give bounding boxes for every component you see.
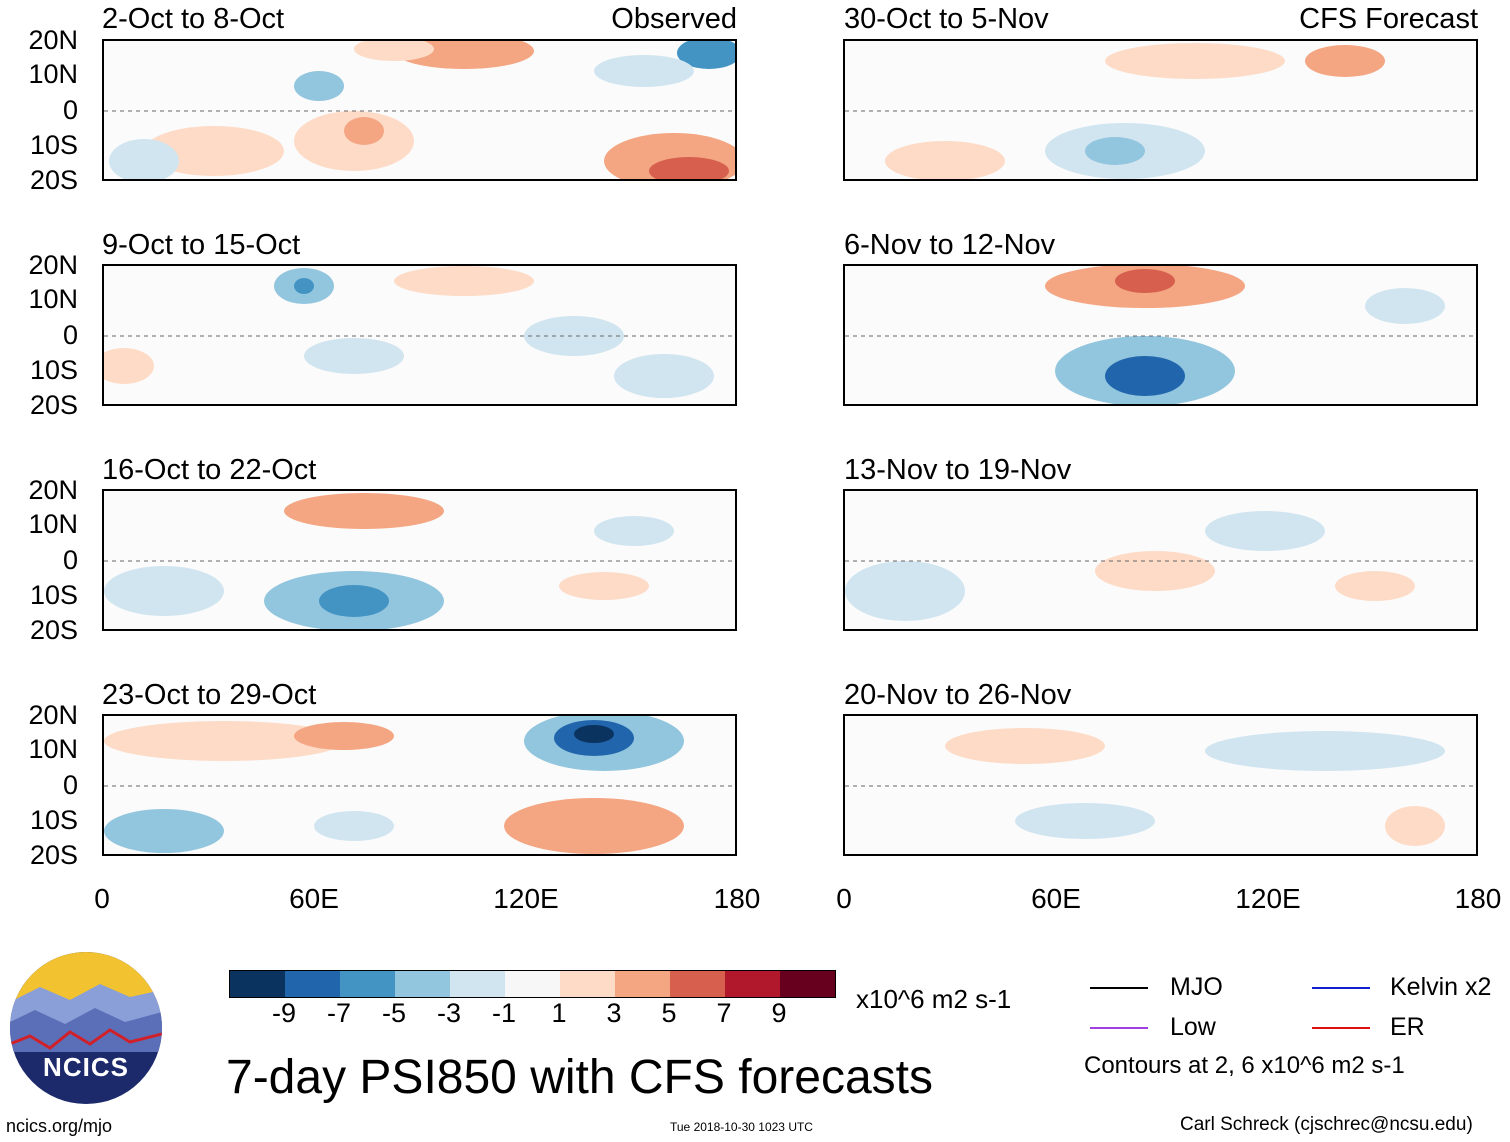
map-panel-fcst-2 [843, 264, 1478, 406]
y-tick-0: 0 [62, 95, 78, 125]
x-tick-180: 180 [1454, 883, 1502, 914]
y-tick-10n: 10N [28, 509, 78, 539]
y-tick-20n: 20N [28, 25, 78, 55]
colorbar-label: -3 [436, 998, 461, 1028]
y-tick-20s: 20S [29, 390, 78, 420]
map-field [104, 493, 735, 629]
colorbar-swatch-0 [230, 971, 285, 997]
x-tick-180: 180 [713, 883, 761, 914]
y-tick-10s: 10S [29, 580, 78, 610]
map-panel-obs-2 [102, 264, 737, 406]
y-tick-20s: 20S [29, 165, 78, 195]
observed-header: Observed [611, 3, 737, 35]
map-panel-fcst-3 [843, 489, 1478, 631]
panel-title-obs-1: 2-Oct to 8-Oct [102, 3, 285, 35]
panel-title-fcst-1: 30-Oct to 5-Nov [844, 3, 1049, 35]
colorbar-label: 3 [606, 998, 622, 1028]
legend-label-kelvin: Kelvin x2 [1390, 973, 1492, 1001]
legend-line-low [1090, 1027, 1148, 1029]
map-field [845, 511, 1476, 621]
colorbar-swatch-3 [395, 971, 450, 997]
x-tick-60e: 60E [1031, 883, 1081, 914]
colorbar [229, 970, 836, 998]
legend-label-er: ER [1390, 1013, 1425, 1041]
x-tick-0: 0 [836, 883, 852, 914]
footer-credit: Carl Schreck (cjschrec@ncsu.edu) [1180, 1114, 1473, 1135]
map-field [104, 41, 735, 179]
colorbar-swatch-8 [670, 971, 725, 997]
colorbar-label: -7 [326, 998, 351, 1028]
ncics-logo: NCICS [10, 952, 162, 1104]
colorbar-units: x10^6 m2 s-1 [856, 984, 1012, 1014]
legend-line-er [1312, 1027, 1370, 1029]
y-tick-20s: 20S [29, 840, 78, 870]
x-tick-0: 0 [94, 883, 110, 914]
logo-text: NCICS [43, 1052, 129, 1082]
colorbar-swatch-5 [505, 971, 560, 997]
map-panel-obs-1 [102, 39, 737, 181]
panel-title-fcst-2: 6-Nov to 12-Nov [844, 229, 1056, 261]
colorbar-swatch-10 [780, 971, 835, 997]
panel-title-obs-3: 16-Oct to 22-Oct [102, 454, 317, 486]
y-tick-0: 0 [62, 320, 78, 350]
forecast-header: CFS Forecast [1299, 3, 1478, 35]
contours-note: Contours at 2, 6 x10^6 m2 s-1 [1084, 1052, 1405, 1079]
map-field [845, 728, 1476, 846]
panel-title-fcst-4: 20-Nov to 26-Nov [844, 679, 1072, 711]
y-tick-20s: 20S [29, 615, 78, 645]
y-tick-0: 0 [62, 770, 78, 800]
figure-title: 7-day PSI850 with CFS forecasts [226, 1051, 933, 1104]
colorbar-swatch-6 [560, 971, 615, 997]
y-tick-10s: 10S [29, 805, 78, 835]
y-tick-20n: 20N [28, 475, 78, 505]
panel-title-obs-4: 23-Oct to 29-Oct [102, 679, 317, 711]
footer-url: ncics.org/mjo [6, 1116, 113, 1136]
x-tick-60e: 60E [289, 883, 339, 914]
colorbar-label: 7 [716, 998, 732, 1028]
map-field [845, 266, 1476, 404]
y-tick-10s: 10S [29, 355, 78, 385]
map-field [104, 266, 735, 398]
y-tick-10n: 10N [28, 59, 78, 89]
colorbar-swatch-2 [340, 971, 395, 997]
y-tick-10n: 10N [28, 734, 78, 764]
y-tick-0: 0 [62, 545, 78, 575]
y-tick-10s: 10S [29, 130, 78, 160]
colorbar-label: 9 [771, 998, 787, 1028]
colorbar-label: -5 [381, 998, 406, 1028]
map-panel-obs-3 [102, 489, 737, 631]
map-field [845, 43, 1476, 179]
colorbar-swatch-9 [725, 971, 780, 997]
map-panel-fcst-1 [843, 39, 1478, 181]
y-tick-20n: 20N [28, 250, 78, 280]
colorbar-swatch-1 [285, 971, 340, 997]
colorbar-label: -1 [491, 998, 516, 1028]
colorbar-label: -9 [271, 998, 296, 1028]
legend-line-mjo [1090, 987, 1148, 989]
map-field [104, 716, 735, 854]
legend-label-mjo: MJO [1170, 973, 1223, 1001]
panel-title-fcst-3: 13-Nov to 19-Nov [844, 454, 1072, 486]
legend-line-kelvin [1312, 987, 1370, 989]
x-tick-120e: 120E [1235, 883, 1301, 914]
colorbar-label: 5 [661, 998, 677, 1028]
footer-timestamp: Tue 2018-10-30 1023 UTC [670, 1120, 813, 1134]
map-panel-fcst-4 [843, 714, 1478, 856]
map-panel-obs-4 [102, 714, 737, 856]
legend-label-low: Low [1170, 1013, 1216, 1041]
colorbar-swatch-7 [615, 971, 670, 997]
y-tick-10n: 10N [28, 284, 78, 314]
colorbar-label: 1 [551, 998, 567, 1028]
x-tick-120e: 120E [493, 883, 559, 914]
y-tick-20n: 20N [28, 700, 78, 730]
colorbar-swatch-4 [450, 971, 505, 997]
panel-title-obs-2: 9-Oct to 15-Oct [102, 229, 301, 261]
